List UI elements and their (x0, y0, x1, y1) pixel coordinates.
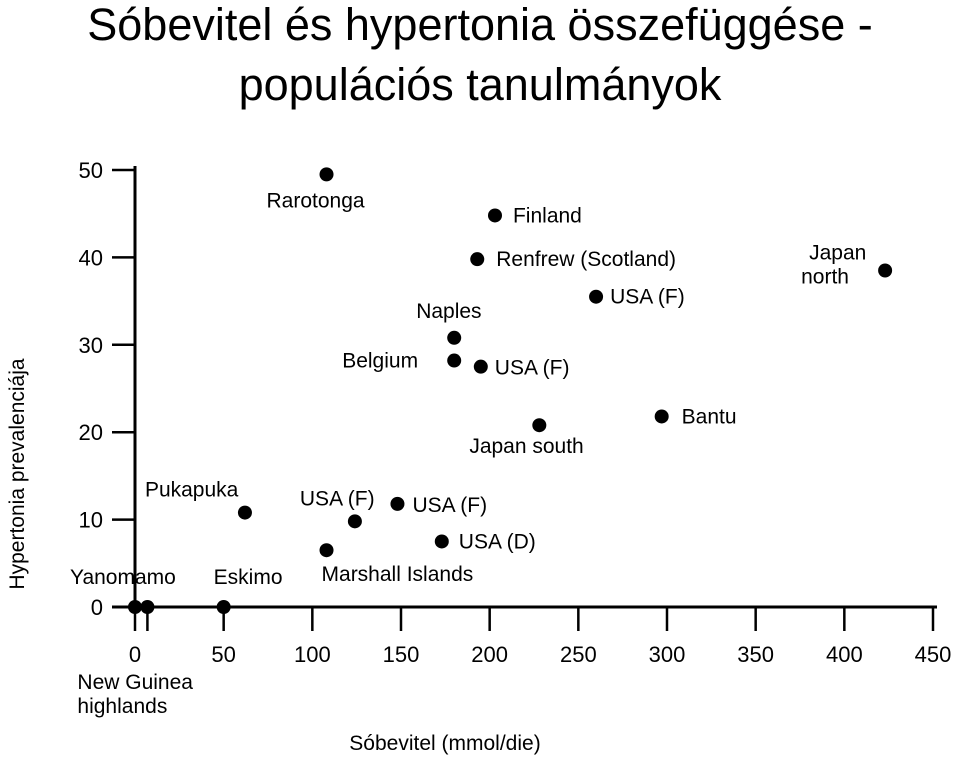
x-tick-label: 200 (471, 642, 508, 667)
x-tick-label: 150 (383, 642, 420, 667)
data-point (473, 359, 488, 374)
x-tick-label: 50 (211, 642, 235, 667)
data-point (390, 496, 405, 511)
point-label: Japan north (801, 242, 866, 289)
y-tick-label: 0 (91, 595, 103, 620)
data-point (487, 208, 502, 223)
point-label: USA (F) (610, 286, 685, 309)
x-tick-label: 400 (826, 642, 863, 667)
chart-title-line-1: Sóbevitel és hypertonia összefüggése - (87, 0, 873, 50)
data-point (216, 600, 231, 614)
point-label: USA (F) (300, 487, 375, 510)
point-label: Japan south (469, 435, 583, 458)
point-label: Yanomamo (70, 566, 176, 589)
point-label: USA (F) (495, 357, 570, 380)
point-label: Pukapuka (145, 479, 239, 502)
x-axis-label: Sóbevitel (mmol/die) (349, 732, 540, 755)
axes (112, 166, 937, 609)
data-point (237, 505, 252, 520)
x-tick-label: 250 (560, 642, 597, 667)
point-label: Bantu (682, 405, 737, 428)
x-tick-label: 300 (649, 642, 686, 667)
data-point (654, 409, 669, 424)
point-label: USA (F) (412, 494, 487, 517)
data-point (878, 263, 893, 278)
x-tick-label: 0 (129, 642, 141, 667)
data-point (447, 353, 462, 368)
y-tick-label: 20 (79, 420, 103, 445)
x-tick-label: 450 (915, 642, 952, 667)
data-points (128, 167, 893, 614)
x-tick-label: 350 (737, 642, 774, 667)
data-point (347, 514, 362, 529)
data-point (319, 543, 334, 558)
data-point (128, 600, 142, 614)
data-point (589, 289, 604, 304)
point-label: Eskimo (214, 566, 283, 589)
data-point (319, 167, 334, 182)
ticks: 0 10 20 30 40 50 0 50 100 150 200 250 300 350 400 450 (79, 158, 952, 667)
point-label: Naples (416, 300, 481, 323)
point-label: Renfrew (Scotland) (496, 248, 676, 271)
chart-title-line-2: populációs tanulmányok (238, 59, 722, 110)
data-point (447, 330, 462, 345)
point-label: USA (D) (459, 530, 536, 553)
point-labels: Yanomamo New Guinea highlands Eskimo Pukapuk… (70, 189, 866, 718)
data-point (532, 418, 547, 433)
point-label: Marshall Islands (322, 563, 474, 586)
data-point (140, 600, 155, 614)
data-point (470, 252, 485, 267)
point-label: Rarotonga (267, 189, 365, 212)
y-axis-label: Hypertonia prevalenciája (6, 358, 29, 589)
point-label: Belgium (342, 350, 418, 373)
y-tick-label: 10 (79, 508, 103, 533)
y-tick-label: 50 (79, 158, 103, 183)
x-tick-label: 100 (294, 642, 331, 667)
y-tick-label: 40 (79, 245, 103, 270)
point-label: New Guinea highlands (77, 671, 193, 718)
data-point (434, 534, 449, 549)
point-label: Finland (513, 204, 582, 227)
y-tick-label: 30 (79, 333, 103, 358)
